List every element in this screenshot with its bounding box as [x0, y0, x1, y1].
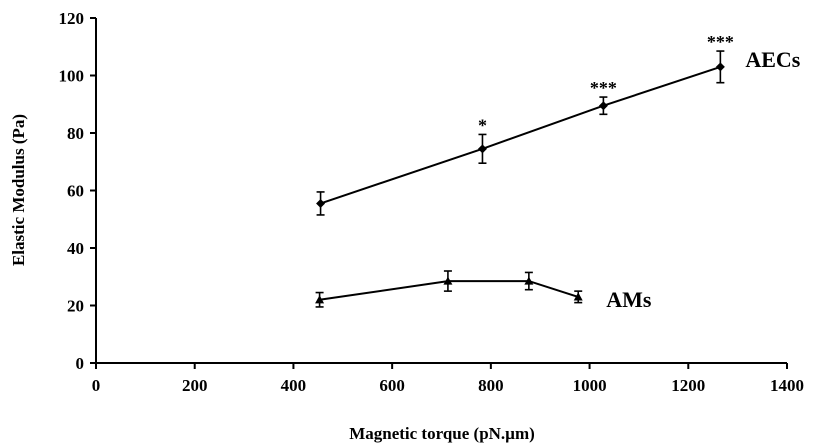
data-point — [715, 62, 725, 72]
data-point — [524, 276, 534, 285]
y-axis-title: Elastic Modulus (Pa) — [9, 114, 28, 266]
x-tick-label: 800 — [478, 376, 504, 395]
y-tick-label: 40 — [67, 239, 84, 258]
series-label-aecs: AECs — [745, 47, 800, 72]
series-ams: AMs — [315, 270, 652, 312]
series-aecs: *******AECs — [316, 32, 801, 216]
y-tick-label: 20 — [67, 297, 84, 316]
series-label-ams: AMs — [606, 287, 652, 312]
data-point — [477, 144, 487, 154]
series-line — [319, 280, 579, 301]
x-tick-label: 600 — [379, 376, 405, 395]
significance-label: * — [478, 115, 487, 135]
significance-label: *** — [590, 78, 617, 98]
x-axis-title: Magnetic torque (pN.µm) — [349, 424, 535, 443]
y-tick-label: 120 — [59, 9, 85, 28]
series-line — [320, 65, 721, 205]
data-point — [443, 276, 453, 285]
x-tick-label: 1000 — [573, 376, 607, 395]
x-tick-label: 400 — [281, 376, 307, 395]
x-tick-label: 1400 — [770, 376, 804, 395]
x-tick-label: 1200 — [671, 376, 705, 395]
data-point — [316, 198, 326, 208]
y-tick-label: 60 — [67, 182, 84, 201]
y-tick-label: 80 — [67, 124, 84, 143]
data-point — [598, 101, 608, 111]
y-tick-label: 100 — [59, 67, 85, 86]
data-point — [315, 295, 325, 304]
y-tick-label: 0 — [76, 354, 85, 373]
significance-label: *** — [707, 32, 734, 52]
x-tick-label: 0 — [92, 376, 101, 395]
x-tick-label: 200 — [182, 376, 208, 395]
data-point — [573, 292, 583, 301]
